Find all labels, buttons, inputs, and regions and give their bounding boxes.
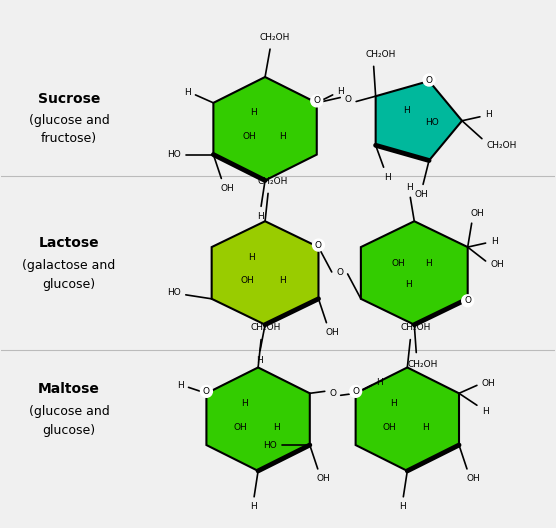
Text: OH: OH [471,209,484,218]
Text: Maltose: Maltose [38,382,100,397]
Text: OH: OH [242,132,256,141]
Text: H: H [280,277,286,286]
Text: OH: OH [414,190,428,199]
Text: H: H [256,356,262,365]
Text: H: H [425,259,431,268]
Circle shape [312,239,325,251]
Text: CH₂OH: CH₂OH [486,141,517,150]
Circle shape [461,295,474,307]
Text: H: H [483,407,489,416]
Text: CH₂OH: CH₂OH [407,360,438,369]
Text: CH₂OH: CH₂OH [251,323,281,332]
Circle shape [311,95,322,107]
Text: H: H [250,108,256,117]
Text: O: O [345,95,352,104]
Circle shape [423,74,435,86]
Text: H: H [403,106,410,115]
Text: CH₂OH: CH₂OH [365,50,396,59]
Text: OH: OH [383,422,396,431]
Polygon shape [361,221,468,325]
Text: (glucose and: (glucose and [29,114,110,127]
Text: H: H [422,422,429,431]
Text: (glucose and: (glucose and [29,405,110,418]
Text: H: H [177,381,184,390]
Text: O: O [315,241,322,250]
Text: OH: OH [317,474,331,483]
Polygon shape [212,221,319,325]
Text: HO: HO [167,288,181,297]
Text: glucose): glucose) [43,278,96,291]
Text: CH₂OH: CH₂OH [258,177,288,186]
Text: HO: HO [263,440,277,449]
Text: CH₂OH: CH₂OH [400,323,430,332]
Text: glucose): glucose) [43,423,96,437]
Text: OH: OH [482,379,496,388]
Text: HO: HO [425,118,439,127]
Text: H: H [248,252,255,261]
Text: OH: OH [325,328,339,337]
Text: H: H [337,88,344,97]
Text: OH: OH [466,474,480,483]
Text: OH: OH [240,277,254,286]
Text: H: H [280,132,286,141]
Text: H: H [406,183,413,192]
Polygon shape [206,367,310,471]
Text: H: H [250,502,256,511]
Text: O: O [329,389,336,398]
Text: H: H [384,173,391,182]
Text: HO: HO [167,150,181,159]
Polygon shape [356,367,459,471]
Text: OH: OH [490,260,504,269]
Text: H: H [241,399,247,408]
Text: H: H [184,88,191,97]
Text: OH: OH [391,259,405,268]
Text: fructose): fructose) [41,132,97,145]
Circle shape [350,385,361,397]
Text: O: O [313,97,320,106]
Text: O: O [203,387,210,396]
Text: Lactose: Lactose [39,236,100,250]
Text: O: O [336,268,343,277]
Text: H: H [257,212,264,221]
Text: O: O [464,296,471,305]
Text: OH: OH [220,184,234,193]
Text: H: H [376,378,383,387]
Text: H: H [272,422,279,431]
Text: O: O [352,387,359,396]
Text: CH₂OH: CH₂OH [260,33,290,42]
Text: H: H [399,502,406,511]
Text: H: H [485,110,492,119]
Text: H: H [491,237,498,246]
Circle shape [201,385,212,397]
Polygon shape [214,77,317,181]
Text: OH: OH [234,422,247,431]
Text: H: H [405,280,411,289]
Text: Sucrose: Sucrose [38,92,100,106]
Text: H: H [390,399,397,408]
Polygon shape [376,81,462,161]
Text: (galactose and: (galactose and [22,259,116,272]
Text: O: O [425,76,433,84]
